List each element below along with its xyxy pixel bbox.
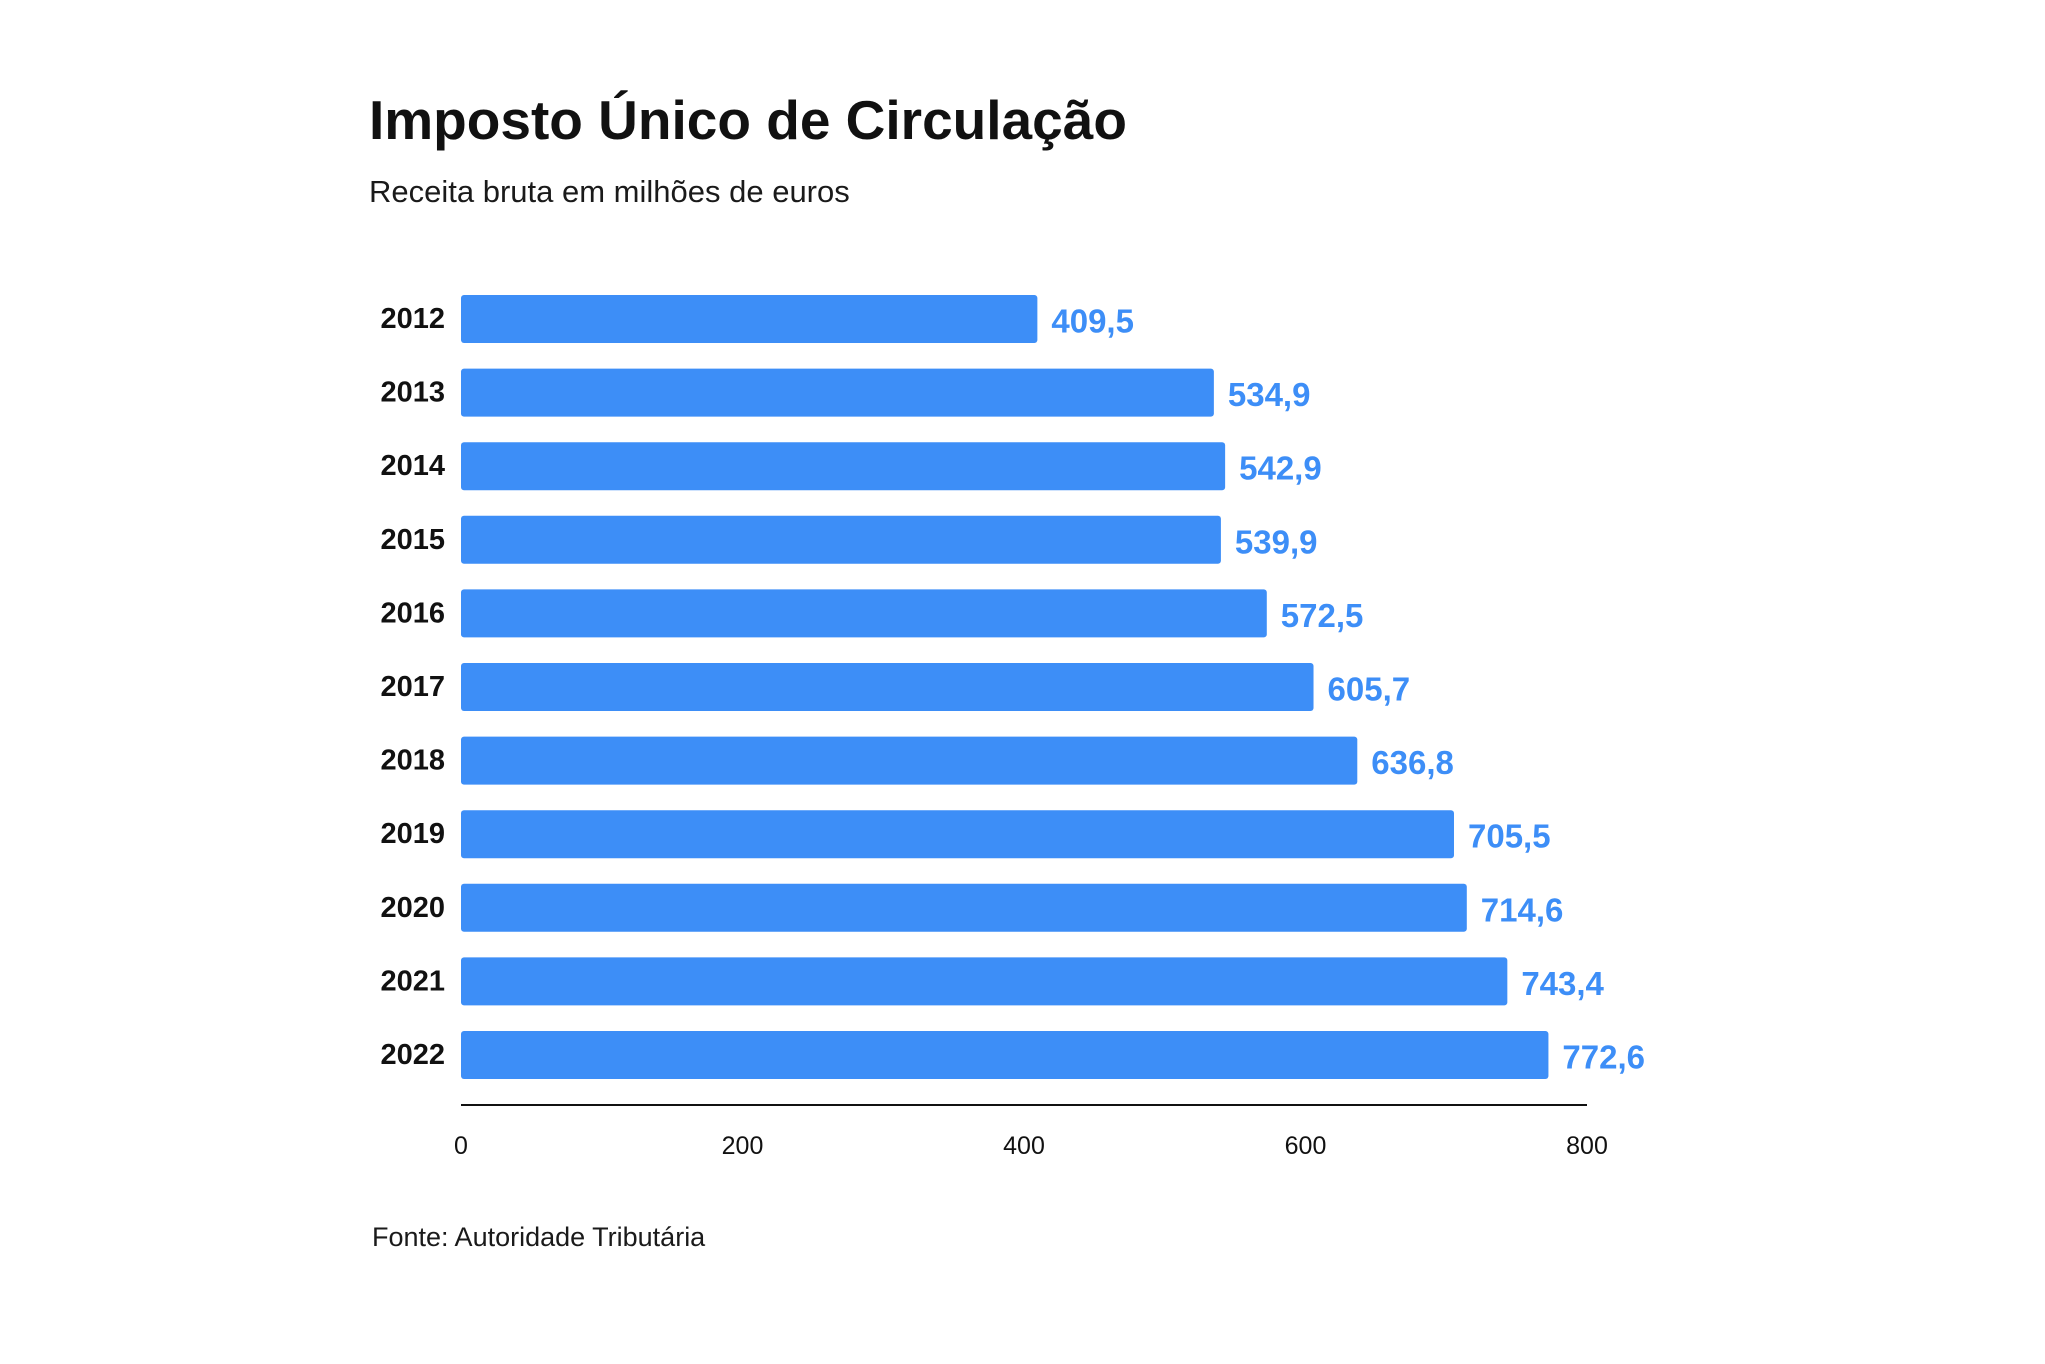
value-label-2014: 542,9 bbox=[1239, 450, 1322, 487]
bar-2015 bbox=[461, 515, 1221, 564]
value-label-2021: 743,4 bbox=[1521, 965, 1604, 1002]
x-tick-label-800: 800 bbox=[1566, 1132, 1608, 1160]
category-label-2022: 2022 bbox=[380, 1039, 445, 1071]
category-label-2020: 2020 bbox=[380, 892, 445, 924]
category-label-2016: 2016 bbox=[380, 597, 445, 629]
x-tick-label-600: 600 bbox=[1285, 1132, 1327, 1160]
category-label-2012: 2012 bbox=[380, 303, 445, 335]
value-label-2012: 409,5 bbox=[1051, 303, 1134, 340]
x-tick-label-200: 200 bbox=[722, 1132, 764, 1160]
value-label-2015: 539,9 bbox=[1235, 523, 1318, 560]
bar-2022 bbox=[461, 1031, 1549, 1079]
bar-2012 bbox=[461, 295, 1038, 343]
category-label-2021: 2021 bbox=[380, 965, 445, 997]
bar-2014 bbox=[461, 442, 1226, 491]
value-label-2022: 772,6 bbox=[1562, 1039, 1645, 1076]
bar-2021 bbox=[461, 957, 1508, 1006]
category-label-2018: 2018 bbox=[380, 745, 445, 777]
value-label-2018: 636,8 bbox=[1371, 744, 1454, 781]
bar-2019 bbox=[461, 810, 1454, 859]
bar-2016 bbox=[461, 589, 1267, 638]
chart-title: Imposto Único de Circulação bbox=[369, 89, 1127, 151]
bar-2017 bbox=[461, 663, 1314, 711]
category-label-2013: 2013 bbox=[380, 377, 445, 409]
value-label-2013: 534,9 bbox=[1228, 376, 1311, 413]
value-label-2017: 605,7 bbox=[1328, 671, 1411, 708]
category-label-2017: 2017 bbox=[380, 671, 445, 703]
bar-2018 bbox=[461, 736, 1358, 785]
category-label-2019: 2019 bbox=[380, 818, 445, 850]
bar-2020 bbox=[461, 883, 1467, 932]
chart-subtitle: Receita bruta em milhões de euros bbox=[369, 174, 850, 209]
x-tick-label-400: 400 bbox=[1003, 1132, 1045, 1160]
chart-source: Fonte: Autoridade Tributária bbox=[372, 1222, 706, 1252]
category-label-2015: 2015 bbox=[380, 524, 445, 556]
value-label-2020: 714,6 bbox=[1481, 891, 1564, 928]
category-label-2014: 2014 bbox=[380, 450, 445, 482]
x-tick-label-0: 0 bbox=[454, 1132, 468, 1160]
bar-2013 bbox=[461, 368, 1214, 417]
value-label-2016: 572,5 bbox=[1281, 597, 1364, 634]
value-label-2019: 705,5 bbox=[1468, 818, 1551, 855]
